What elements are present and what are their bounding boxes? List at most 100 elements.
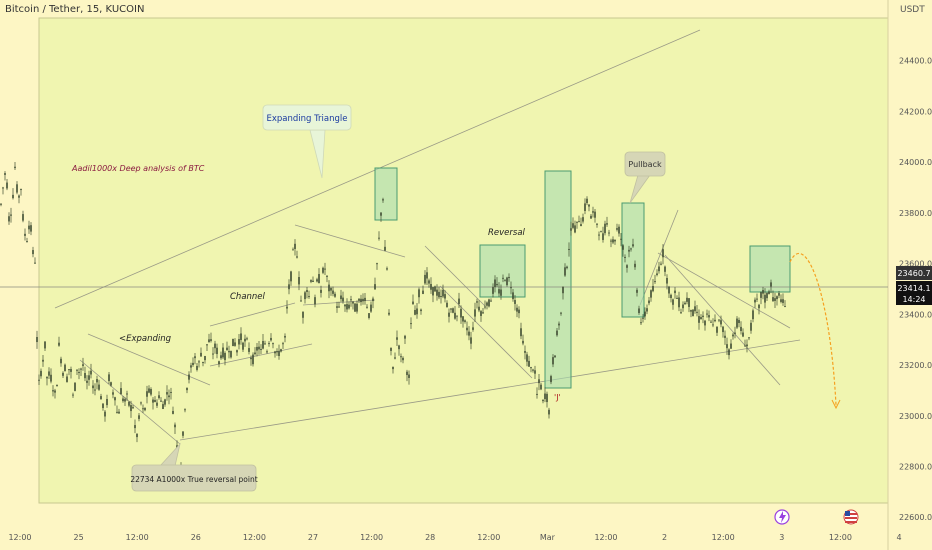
candle-body <box>170 391 172 393</box>
candle-body <box>770 282 772 287</box>
current-box <box>749 245 791 293</box>
candle-body <box>750 322 752 331</box>
candle-body <box>474 309 476 317</box>
candle-body <box>22 214 24 221</box>
candle-body <box>782 299 784 303</box>
callout-expanding-triangle: Expanding Triangle <box>262 104 352 179</box>
candle-body <box>272 343 274 345</box>
descending-line-3 <box>424 245 486 307</box>
candle-body <box>582 217 584 222</box>
lightning-icon[interactable] <box>774 509 790 525</box>
x-tick-label: 4 <box>896 533 901 542</box>
candle-body <box>172 410 174 414</box>
x-tick-label: 27 <box>308 533 318 542</box>
candle-body <box>704 320 706 326</box>
candle-body <box>108 374 110 382</box>
candle-body <box>530 367 532 369</box>
candle-body <box>756 298 758 300</box>
us-flag-icon[interactable] <box>843 509 859 525</box>
candle-body <box>196 365 198 370</box>
candle-body <box>70 368 72 372</box>
candle-body <box>290 271 292 282</box>
candle-body <box>778 293 780 296</box>
candle-body <box>150 389 152 395</box>
candle-body <box>570 228 572 231</box>
candle-body <box>602 233 604 240</box>
candle-body <box>680 312 682 314</box>
candle-body <box>556 330 558 336</box>
candle-body <box>96 379 98 383</box>
candle-body <box>224 352 226 361</box>
candle-body <box>768 291 770 295</box>
candle-body <box>448 312 450 317</box>
candle-body <box>216 347 218 355</box>
y-tick-label: 23000.0 <box>899 412 932 421</box>
candle-body <box>626 265 628 268</box>
candle-body <box>336 306 338 308</box>
candle-body <box>174 424 176 428</box>
candle-body <box>386 268 388 270</box>
x-tick-label: 12:00 <box>477 533 500 542</box>
candle-body <box>270 337 272 341</box>
y-tick-label: 23800.0 <box>899 209 932 218</box>
candle-body <box>668 286 670 294</box>
time-axis[interactable]: 12:00 25 12:00 26 12:00 27 12:00 28 12:00 Mar 12:0… <box>8 533 901 542</box>
candle-body <box>752 310 754 320</box>
candle-body <box>34 262 36 264</box>
candle-body <box>772 297 774 302</box>
candle-body <box>598 234 600 236</box>
candle-body <box>120 388 122 395</box>
candle-body <box>32 250 34 255</box>
candle-body <box>646 308 648 312</box>
expanding-label: <Expanding <box>119 334 172 344</box>
candle-body <box>320 289 322 293</box>
candle-body <box>256 346 258 351</box>
candle-body <box>10 214 12 216</box>
candle-body <box>758 304 760 309</box>
candle-body <box>612 239 614 243</box>
descending-line-4 <box>439 285 533 379</box>
x-tick-label: 12:00 <box>829 533 852 542</box>
candle-body <box>342 297 344 302</box>
candle-body <box>728 349 730 356</box>
candle-body <box>356 303 358 312</box>
last-price-tags: 23460.7 23414.1 14:24 <box>896 266 932 305</box>
candle-body <box>600 231 602 233</box>
candle-body <box>328 284 330 292</box>
candle-body <box>330 288 332 291</box>
reversal-box <box>479 244 526 298</box>
candle-body <box>564 267 566 276</box>
candle-body <box>470 337 472 344</box>
candle-body <box>584 203 586 211</box>
candle-body <box>670 294 672 299</box>
candle-body <box>472 327 474 330</box>
candle-body <box>536 393 538 395</box>
candle-body <box>568 248 570 250</box>
candle-body <box>676 297 678 299</box>
candle-body <box>706 313 708 315</box>
candle-body <box>630 248 632 250</box>
candle-body <box>458 298 460 304</box>
x-tick-label: 12:00 <box>360 533 383 542</box>
candle-body <box>554 355 556 358</box>
candle-body <box>126 393 128 395</box>
candle-body <box>616 228 618 230</box>
candle-body <box>282 343 284 345</box>
candle-body <box>132 407 134 409</box>
candle-body <box>610 240 612 242</box>
candle-body <box>184 409 186 411</box>
candle-body <box>36 337 38 343</box>
candle-body <box>406 371 408 376</box>
candle-body <box>714 319 716 322</box>
price-axis[interactable]: 22600.0 22800.0 23000.0 23200.0 23400.0 23600… <box>899 57 932 523</box>
candle-body <box>26 241 28 243</box>
candle-body <box>618 226 620 234</box>
candle-body <box>214 343 216 349</box>
candle-body <box>20 189 22 191</box>
second-price-tag <box>896 281 932 305</box>
highlight-zone <box>38 17 889 504</box>
candle-body <box>692 309 694 317</box>
candle-body <box>306 290 308 292</box>
candle-body <box>526 354 528 362</box>
